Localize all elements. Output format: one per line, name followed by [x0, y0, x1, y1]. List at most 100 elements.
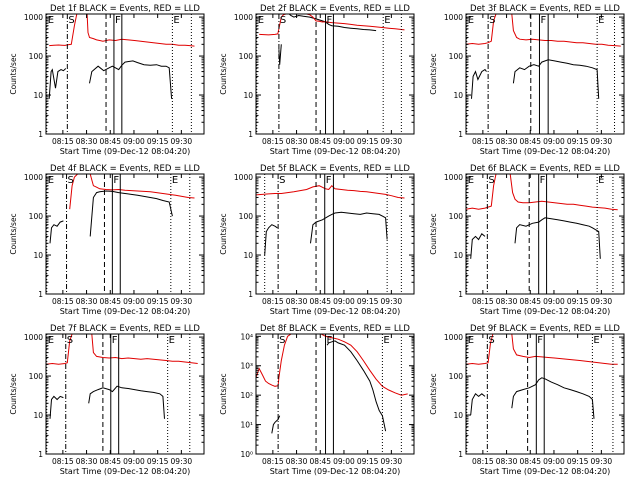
x-tick-label: 09:30: [381, 297, 403, 306]
y-tick-label: 10: [243, 91, 253, 100]
panel-title: Det 3f BLACK = Events, RED = LLD: [470, 4, 620, 14]
y-axis-label: Counts/sec: [219, 373, 228, 414]
marker-label-e: E: [169, 335, 175, 346]
x-axis-label: Start Time (09-Dec-12 08:04:20): [480, 147, 611, 156]
events-series-line: [288, 14, 377, 32]
x-tick-label: 09:00: [543, 457, 565, 466]
y-tick-label: 10: [33, 411, 43, 420]
y-tick-label: 1: [38, 130, 43, 139]
x-tick-label: 09:30: [171, 457, 193, 466]
events-series-line: [326, 340, 387, 432]
x-tick-label: 08:15: [472, 297, 494, 306]
x-tick-label: 09:15: [357, 297, 379, 306]
x-tick-label: 08:30: [496, 137, 518, 146]
marker-label-f: F: [326, 175, 332, 186]
panel-title: Det 5f BLACK = Events, RED = LLD: [260, 164, 410, 174]
events-series-line: [88, 385, 165, 419]
x-tick-label: 09:30: [591, 137, 613, 146]
y-tick-label: 10: [453, 251, 463, 260]
marker-label-f: F: [115, 15, 121, 26]
x-tick-label: 08:45: [519, 457, 541, 466]
y-tick-label: 100: [29, 52, 44, 61]
x-tick-label: 09:30: [591, 457, 613, 466]
x-axis-label: Start Time (09-Dec-12 08:04:20): [270, 147, 401, 156]
y-tick-label: 100: [29, 212, 44, 221]
marker-label-e: E: [468, 15, 474, 26]
y-tick-label: 100: [449, 212, 464, 221]
x-axis-label: Start Time (09-Dec-12 08:04:20): [60, 307, 191, 316]
events-series-line: [514, 217, 601, 259]
marker-label-e: E: [468, 175, 474, 186]
y-axis-label: Counts/sec: [9, 373, 18, 414]
lld-series-line: [466, 14, 621, 47]
x-tick-label: 09:15: [357, 137, 379, 146]
y-tick-label: 10: [33, 91, 43, 100]
x-tick-label: 09:00: [123, 297, 145, 306]
y-tick-label: 1000: [234, 173, 253, 182]
x-tick-label: 09:00: [123, 457, 145, 466]
x-tick-label: 08:30: [76, 297, 98, 306]
marker-label-s: S: [279, 175, 285, 186]
marker-label-f: F: [113, 175, 119, 186]
x-tick-label: 09:00: [333, 297, 355, 306]
marker-label-e: E: [258, 15, 264, 26]
y-tick-label: 1000: [444, 333, 463, 342]
events-series-line: [470, 393, 486, 416]
y-tick-label: 1: [38, 290, 43, 299]
marker-label-e: E: [172, 175, 178, 186]
x-tick-label: 08:15: [262, 137, 284, 146]
marker-label-e: E: [48, 335, 54, 346]
marker-label-e: E: [468, 335, 474, 346]
x-tick-label: 08:45: [309, 457, 331, 466]
y-tick-label: 1: [458, 450, 463, 459]
y-axis-label: Counts/sec: [429, 373, 438, 414]
plot-frame: [45, 173, 205, 295]
panel-title: Det 7f BLACK = Events, RED = LLD: [50, 324, 200, 334]
lld-series-line: [466, 334, 618, 365]
events-series-line: [48, 68, 67, 99]
marker-label-s: S: [488, 335, 494, 346]
y-axis-label: Counts/sec: [9, 53, 18, 94]
x-tick-label: 09:30: [591, 297, 613, 306]
x-tick-label: 08:30: [496, 457, 518, 466]
x-tick-label: 08:15: [52, 297, 74, 306]
y-tick-label: 1000: [444, 13, 463, 22]
x-tick-label: 08:15: [262, 457, 284, 466]
marker-label-e: E: [593, 335, 599, 346]
marker-label-f: F: [327, 335, 333, 346]
panel-title: Det 2f BLACK = Events, RED = LLD: [260, 4, 410, 14]
marker-label-s: S: [488, 175, 494, 186]
events-series-line: [470, 233, 486, 259]
x-tick-label: 08:45: [99, 297, 121, 306]
y-tick-label: 1000: [444, 173, 463, 182]
x-tick-label: 09:15: [147, 457, 169, 466]
y-tick-label: 100: [239, 212, 254, 221]
y-tick-label: 1: [38, 450, 43, 459]
marker-label-e: E: [48, 175, 54, 186]
x-tick-label: 09:00: [333, 137, 355, 146]
panel-title: Det 6f BLACK = Events, RED = LLD: [470, 164, 620, 174]
plot-frame: [45, 333, 205, 455]
marker-label-f: F: [327, 15, 333, 26]
marker-label-s: S: [68, 15, 74, 26]
x-axis-label: Start Time (09-Dec-12 08:04:20): [270, 307, 401, 316]
x-axis-label: Start Time (09-Dec-12 08:04:20): [60, 147, 191, 156]
lld-series-line: [69, 174, 195, 210]
y-tick-label: 10²: [240, 391, 253, 400]
x-tick-label: 09:15: [147, 137, 169, 146]
x-tick-label: 08:30: [76, 457, 98, 466]
events-series-line: [511, 377, 595, 419]
x-tick-label: 08:45: [519, 297, 541, 306]
x-tick-label: 08:30: [286, 457, 308, 466]
x-tick-label: 08:45: [99, 457, 121, 466]
x-tick-label: 08:15: [262, 297, 284, 306]
y-tick-label: 100: [449, 372, 464, 381]
x-axis-label: Start Time (09-Dec-12 08:04:20): [60, 467, 191, 476]
marker-label-s: S: [279, 335, 285, 346]
x-tick-label: 09:15: [567, 137, 589, 146]
